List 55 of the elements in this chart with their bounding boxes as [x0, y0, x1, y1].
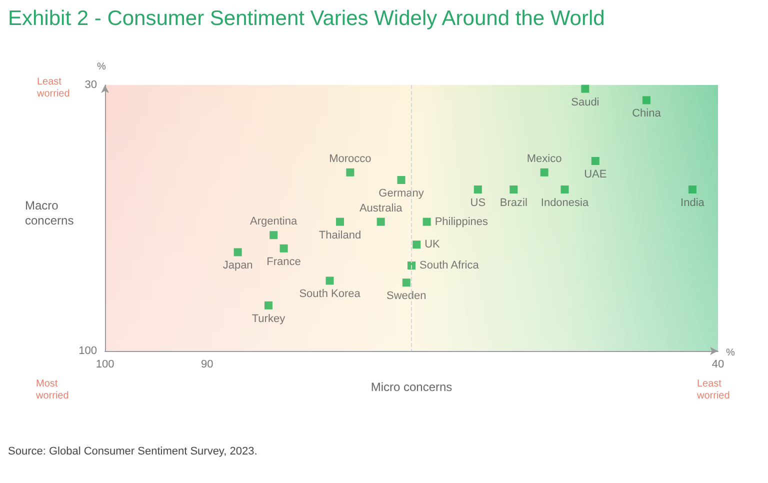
x-tick-label: 90 [201, 358, 214, 370]
text: % [726, 348, 735, 358]
x-axis-title: Micro concerns [370, 380, 452, 394]
chart-title: Exhibit 2 - Consumer Sentiment Varies Widely Around the World [8, 7, 605, 30]
point [346, 168, 354, 176]
text: Least worried [696, 378, 730, 402]
point [280, 244, 288, 252]
point [688, 186, 696, 194]
series-label: Sweden [386, 290, 426, 302]
point [581, 84, 590, 93]
point [336, 218, 344, 226]
point [397, 176, 406, 184]
x-tick-label: 40 [712, 358, 724, 370]
series-label: South Korea [299, 288, 362, 300]
point [270, 231, 278, 240]
series-label: UAE [584, 168, 607, 180]
point [264, 301, 272, 310]
series-label: China [632, 108, 662, 120]
series-label: Germany [378, 188, 424, 200]
point [412, 240, 421, 249]
source-note: Source: Global Consumer Sentiment Survey, 2023. [8, 446, 258, 458]
series-label: Morocco [329, 152, 372, 165]
point [642, 96, 650, 104]
text: Most worried [35, 378, 69, 402]
series-label: Japan [222, 260, 253, 272]
point [326, 276, 334, 285]
series-label: US [470, 197, 486, 209]
series-label: India [680, 197, 706, 209]
text: % [97, 62, 106, 72]
series-label: Australia [359, 202, 404, 214]
point [422, 218, 431, 226]
point [376, 218, 385, 226]
y-tick-label: 30 [84, 79, 97, 91]
series-label: Mexico [526, 152, 562, 165]
point [591, 157, 600, 165]
series-label: Turkey [252, 312, 286, 325]
point [402, 278, 410, 287]
series-label: Philippines [434, 216, 489, 228]
series-label: Thailand [318, 229, 362, 242]
series-label: South Africa [420, 260, 480, 272]
series-label: France [266, 256, 301, 268]
point [408, 262, 416, 270]
y-axis-title: Macro concerns [25, 198, 74, 228]
point [510, 186, 518, 194]
x-tick-label: 100 [96, 358, 114, 370]
series-label: Indonesia [540, 197, 590, 209]
series-label: Argentina [250, 216, 298, 228]
series-label: Brazil [500, 197, 528, 209]
series-label: UK [424, 238, 441, 251]
point [234, 248, 242, 256]
point [540, 168, 548, 176]
series-label: Saudi [571, 96, 600, 108]
text: Least worried [36, 76, 70, 100]
point [560, 186, 569, 194]
point [474, 186, 482, 194]
